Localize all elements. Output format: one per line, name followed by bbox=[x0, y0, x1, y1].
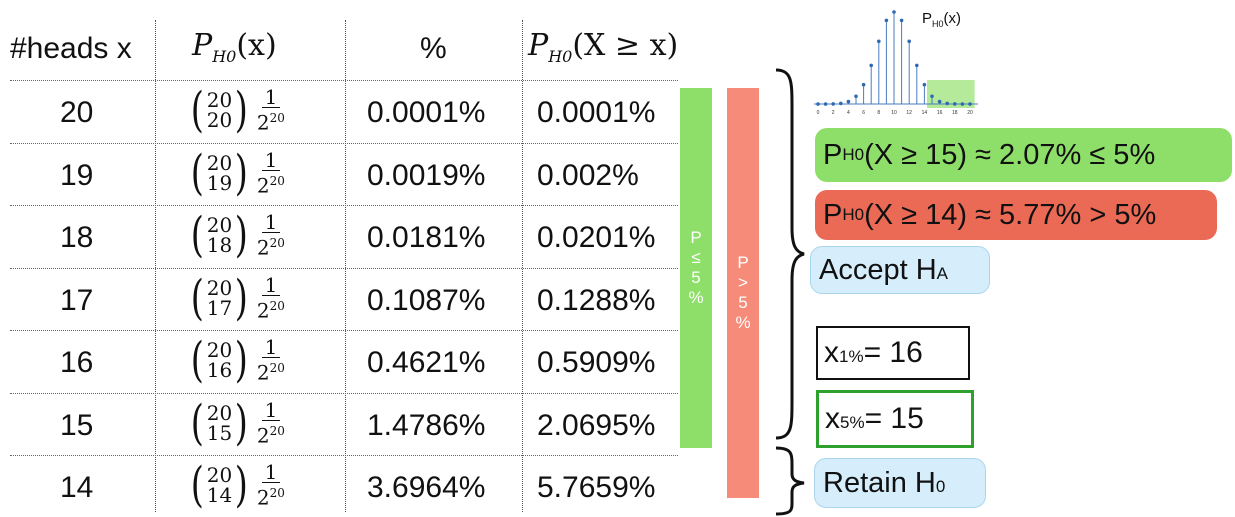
tick-label: 8 bbox=[877, 110, 880, 116]
tick-label: 18 bbox=[952, 110, 958, 116]
pmf-point bbox=[877, 39, 881, 44]
cell-heads: 17 bbox=[60, 283, 94, 317]
tick-label: 0 bbox=[817, 110, 820, 116]
tick-label: 4 bbox=[847, 110, 850, 116]
pmf-point bbox=[915, 63, 919, 68]
p-gt-5-bar: P >5% bbox=[727, 88, 759, 498]
column-divider bbox=[155, 20, 156, 512]
column-divider bbox=[345, 20, 346, 512]
pmf-point bbox=[823, 102, 828, 106]
cell-percent: 1.4786% bbox=[367, 408, 486, 442]
cell-tail: 2.0695% bbox=[537, 408, 656, 442]
tick-label: 14 bbox=[922, 110, 928, 116]
thumbnail-label: PH0(x) bbox=[922, 10, 962, 29]
cell-tail: 0.002% bbox=[537, 158, 639, 192]
row-divider bbox=[10, 205, 678, 206]
pmf-point bbox=[922, 82, 927, 87]
row-divider bbox=[10, 143, 678, 144]
header-heads: #heads x bbox=[10, 32, 132, 65]
row-divider bbox=[10, 268, 678, 269]
tick-label: 2 bbox=[832, 110, 835, 116]
cell-tail: 0.0201% bbox=[537, 221, 656, 254]
cell-percent: 0.0181% bbox=[367, 221, 486, 254]
cell-percent: 3.6964% bbox=[367, 471, 486, 504]
pmf-point bbox=[907, 39, 911, 44]
cell-tail: 0.5909% bbox=[537, 346, 656, 379]
header-pmf: PH0(x) bbox=[192, 28, 277, 66]
cell-tail: 0.0001% bbox=[537, 96, 656, 129]
p-le-5-bar: P ≤5% bbox=[680, 88, 712, 448]
cell-pmf-formula: (20 15) 1 220 bbox=[190, 394, 285, 451]
pmf-point bbox=[968, 102, 972, 106]
cell-heads: 18 bbox=[60, 221, 94, 254]
red-conclusion-pill: P H0 (X ≥ 14) ≈ 5.77% > 5% bbox=[815, 190, 1217, 240]
pmf-point bbox=[899, 18, 904, 23]
pmf-point bbox=[831, 102, 835, 106]
pmf-point bbox=[937, 99, 942, 104]
header-percent: % bbox=[420, 32, 447, 65]
pmf-point bbox=[854, 94, 858, 99]
column-divider bbox=[522, 20, 523, 512]
pmf-point bbox=[846, 99, 851, 104]
pmf-point bbox=[839, 101, 843, 106]
pmf-point bbox=[945, 101, 949, 106]
distribution-thumbnail: 0 2 4 6 8 10 12 14 16 18 20 bbox=[814, 10, 978, 116]
header-tail: PH0(X ≥ x) bbox=[528, 28, 679, 66]
cell-percent: 0.4621% bbox=[367, 346, 486, 379]
cell-percent: 0.0019% bbox=[367, 158, 486, 192]
pmf-point bbox=[861, 82, 866, 87]
pmf-point bbox=[930, 94, 934, 99]
x-5-percent-box: x 5% = 15 bbox=[816, 390, 974, 448]
row-divider bbox=[10, 455, 678, 456]
pmf-point bbox=[869, 63, 873, 68]
row-divider bbox=[10, 330, 678, 331]
tick-label: 6 bbox=[862, 110, 865, 116]
cell-percent: 0.1087% bbox=[367, 283, 486, 317]
cell-pmf-formula: (20 14) 1 220 bbox=[190, 457, 285, 513]
cell-pmf-formula: (20 18) 1 220 bbox=[190, 207, 285, 263]
pmf-point bbox=[892, 10, 896, 14]
pmf-point bbox=[953, 102, 957, 106]
cell-tail: 0.1288% bbox=[537, 283, 656, 317]
cell-heads: 20 bbox=[60, 96, 94, 129]
row-divider bbox=[10, 393, 678, 394]
tick-label: 10 bbox=[891, 110, 897, 116]
cell-heads: 15 bbox=[60, 408, 94, 442]
brace-lower bbox=[775, 446, 805, 516]
tick-label: 16 bbox=[937, 110, 943, 116]
cell-pmf-formula: (20 16) 1 220 bbox=[190, 332, 285, 388]
tick-label: 20 bbox=[967, 110, 973, 116]
cell-heads: 19 bbox=[60, 158, 94, 192]
cell-percent: 0.0001% bbox=[367, 96, 486, 129]
tick-label: 12 bbox=[906, 110, 912, 116]
brace-upper bbox=[775, 68, 805, 440]
cell-tail: 5.7659% bbox=[537, 471, 656, 504]
cell-heads: 16 bbox=[60, 346, 94, 379]
green-conclusion-pill: P H0 (X ≥ 15) ≈ 2.07% ≤ 5% bbox=[815, 128, 1232, 182]
pmf-point bbox=[816, 102, 820, 106]
pmf-point bbox=[884, 18, 889, 23]
x-1-percent-box: x 1% = 16 bbox=[816, 326, 970, 380]
pmf-point bbox=[960, 102, 965, 106]
row-divider bbox=[10, 80, 678, 81]
cell-pmf-formula: (20 19) 1 220 bbox=[190, 144, 285, 201]
cell-pmf-formula: (20 17) 1 220 bbox=[190, 269, 285, 326]
cell-heads: 14 bbox=[60, 471, 94, 504]
cell-pmf-formula: (20 20) 1 220 bbox=[190, 82, 285, 138]
tail-highlight bbox=[927, 80, 975, 108]
